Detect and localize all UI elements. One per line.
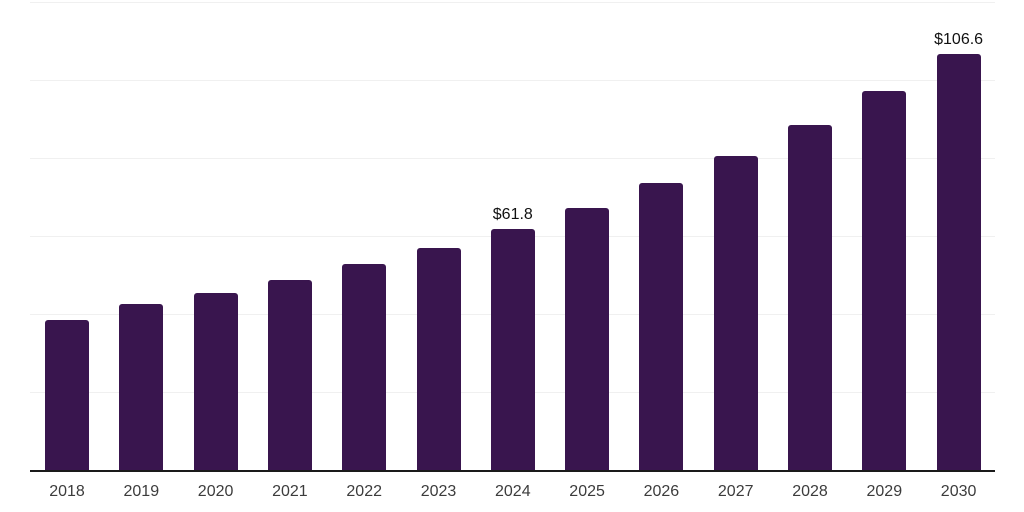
bar-2025 (565, 207, 610, 470)
bar-2027 (713, 156, 758, 470)
bar-2020 (193, 292, 238, 470)
x-axis-labels: 2018 2019 2020 2021 2022 2023 2024 2025 2026 2027… (30, 484, 995, 506)
x-label-2028: 2028 (792, 483, 828, 500)
bar-2022 (342, 264, 387, 470)
x-label-2018: 2018 (49, 483, 85, 500)
x-label-2025: 2025 (569, 483, 605, 500)
x-label-2019: 2019 (123, 483, 160, 500)
plot-area: $61.8 $106.6 (30, 2, 995, 472)
bar-2021 (267, 279, 312, 470)
bar-2028 (788, 125, 832, 470)
bar-2024 (490, 228, 535, 470)
x-label-2030: 2030 (940, 483, 977, 500)
bar-2019 (119, 304, 164, 470)
bar-2026 (639, 182, 684, 470)
gridline (30, 80, 995, 81)
x-label-2022: 2022 (346, 483, 382, 500)
x-label-2021: 2021 (272, 483, 308, 500)
x-label-2029: 2029 (866, 483, 903, 500)
bar-2018 (45, 320, 89, 470)
x-label-2020: 2020 (197, 483, 234, 500)
x-label-2027: 2027 (717, 483, 754, 500)
bar-2029 (862, 91, 907, 470)
bar-2023 (416, 247, 461, 470)
gridline (30, 2, 995, 3)
x-label-2023: 2023 (420, 483, 457, 500)
value-label-2030: $106.6 (934, 31, 984, 49)
value-label-2024: $61.8 (492, 205, 533, 223)
gridline (30, 158, 995, 159)
x-label-2026: 2026 (643, 483, 680, 500)
bar-2030 (936, 54, 981, 470)
x-label-2024: 2024 (495, 483, 531, 500)
